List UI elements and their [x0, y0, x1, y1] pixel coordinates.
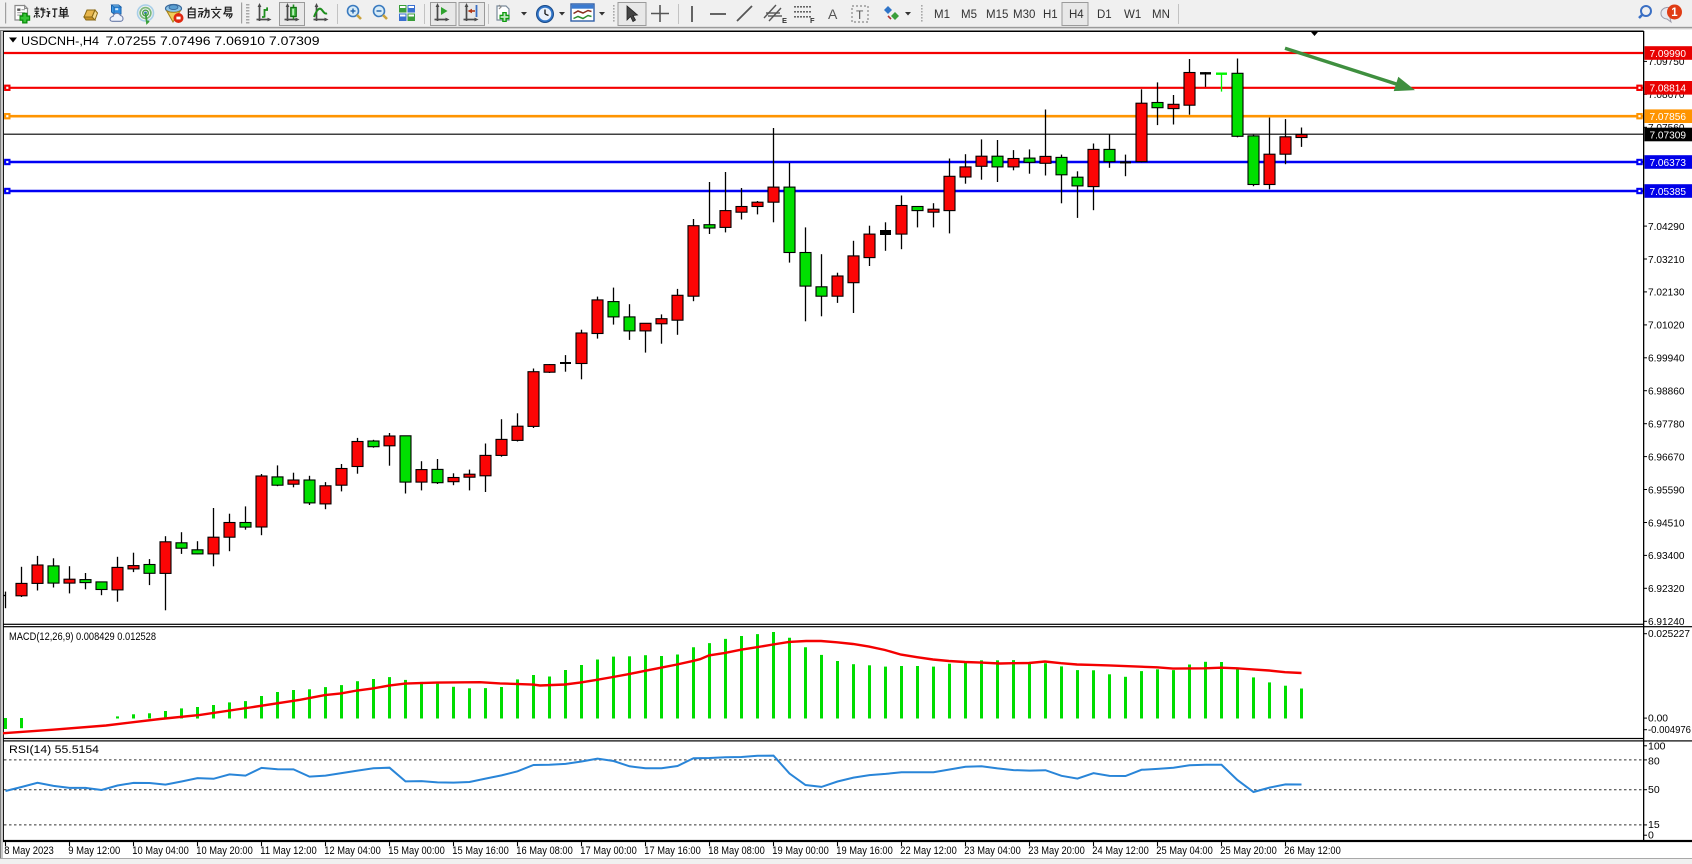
- svg-text:0.025227: 0.025227: [1648, 628, 1690, 640]
- svg-text:7.07856: 7.07856: [1650, 111, 1687, 123]
- svg-text:11 May 12:00: 11 May 12:00: [260, 845, 317, 857]
- svg-text:7.07255 7.07496 7.06910 7.0730: 7.07255 7.07496 7.06910 7.07309: [106, 36, 320, 48]
- svg-text:6.93400: 6.93400: [1648, 550, 1685, 562]
- svg-text:17 May 16:00: 17 May 16:00: [644, 845, 701, 857]
- svg-text:M5: M5: [961, 9, 977, 21]
- svg-text:USDCNH-,H4: USDCNH-,H4: [21, 36, 100, 48]
- svg-text:RSI(14) 55.5154: RSI(14) 55.5154: [9, 744, 99, 756]
- svg-text:F: F: [810, 16, 815, 25]
- svg-text:7.07309: 7.07309: [1650, 129, 1687, 141]
- svg-text:7.08814: 7.08814: [1650, 83, 1687, 95]
- svg-text:25 May 20:00: 25 May 20:00: [1220, 845, 1277, 857]
- svg-text:M30: M30: [1013, 9, 1035, 21]
- svg-text:7.05385: 7.05385: [1650, 186, 1687, 198]
- svg-text:80: 80: [1648, 756, 1660, 768]
- svg-text:7.02130: 7.02130: [1648, 287, 1685, 299]
- svg-text:H4: H4: [1069, 9, 1084, 21]
- svg-text:0.00: 0.00: [1648, 713, 1668, 725]
- svg-text:D1: D1: [1097, 9, 1112, 21]
- svg-text:MACD(12,26,9) 0.008429 0.01252: MACD(12,26,9) 0.008429 0.012528: [9, 631, 156, 643]
- svg-text:M15: M15: [986, 9, 1008, 21]
- svg-text:23 May 20:00: 23 May 20:00: [1028, 845, 1085, 857]
- svg-text:7.03210: 7.03210: [1648, 254, 1685, 266]
- svg-text:6.99940: 6.99940: [1648, 353, 1685, 365]
- svg-text:T: T: [856, 8, 864, 22]
- svg-text:24 May 12:00: 24 May 12:00: [1092, 845, 1149, 857]
- svg-text:10 May 20:00: 10 May 20:00: [196, 845, 253, 857]
- svg-text:6.98860: 6.98860: [1648, 386, 1685, 398]
- svg-text:6.97780: 6.97780: [1648, 419, 1685, 431]
- svg-text:17 May 00:00: 17 May 00:00: [580, 845, 637, 857]
- svg-text:15: 15: [1648, 819, 1660, 831]
- svg-text:15 May 16:00: 15 May 16:00: [452, 845, 509, 857]
- svg-text:9 May 12:00: 9 May 12:00: [68, 845, 120, 857]
- svg-text:7.09990: 7.09990: [1650, 48, 1687, 60]
- svg-text:6.92320: 6.92320: [1648, 583, 1685, 595]
- svg-text:-0.004976: -0.004976: [1648, 724, 1691, 736]
- svg-text:8 May 2023: 8 May 2023: [4, 845, 54, 857]
- svg-text:M1: M1: [934, 9, 950, 21]
- svg-text:16 May 08:00: 16 May 08:00: [516, 845, 573, 857]
- svg-text:7.06373: 7.06373: [1650, 157, 1687, 169]
- svg-text:6.94510: 6.94510: [1648, 517, 1685, 529]
- svg-text:18 May 08:00: 18 May 08:00: [708, 845, 765, 857]
- svg-text:0: 0: [1648, 830, 1654, 842]
- svg-text:12 May 04:00: 12 May 04:00: [324, 845, 381, 857]
- svg-text:1: 1: [1671, 7, 1678, 19]
- svg-text:100: 100: [1648, 741, 1666, 753]
- svg-text:A: A: [828, 6, 838, 22]
- svg-text:19 May 00:00: 19 May 00:00: [772, 845, 829, 857]
- svg-text:10 May 04:00: 10 May 04:00: [132, 845, 189, 857]
- svg-text:H1: H1: [1043, 9, 1058, 21]
- svg-text:6.95590: 6.95590: [1648, 484, 1685, 496]
- svg-text:50: 50: [1648, 784, 1660, 796]
- svg-text:6.96670: 6.96670: [1648, 451, 1685, 463]
- svg-text:26 May 12:00: 26 May 12:00: [1284, 845, 1341, 857]
- svg-text:23 May 04:00: 23 May 04:00: [964, 845, 1021, 857]
- svg-text:MN: MN: [1152, 9, 1170, 21]
- svg-text:7.01020: 7.01020: [1648, 320, 1685, 332]
- svg-text:19 May 16:00: 19 May 16:00: [836, 845, 893, 857]
- svg-text:25 May 04:00: 25 May 04:00: [1156, 845, 1213, 857]
- svg-text:22 May 12:00: 22 May 12:00: [900, 845, 957, 857]
- svg-text:6.91240: 6.91240: [1648, 616, 1685, 628]
- svg-text:15 May 00:00: 15 May 00:00: [388, 845, 445, 857]
- svg-text:W1: W1: [1124, 9, 1141, 21]
- svg-text:E: E: [782, 16, 787, 25]
- svg-text:7.04290: 7.04290: [1648, 221, 1685, 233]
